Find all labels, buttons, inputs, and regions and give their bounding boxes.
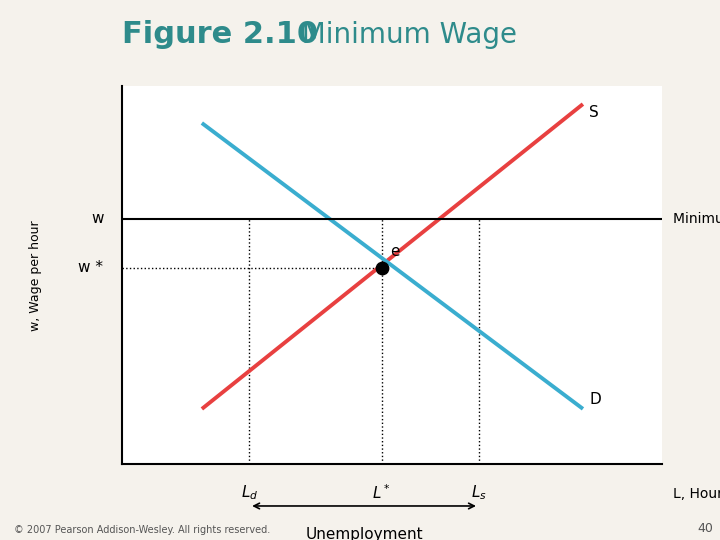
Text: $L_s$: $L_s$: [471, 483, 487, 502]
Point: [376, 264, 387, 272]
Text: S: S: [590, 105, 599, 120]
Text: e: e: [390, 245, 399, 260]
Text: $L^*$: $L^*$: [372, 483, 391, 502]
Text: Minimum Wage: Minimum Wage: [284, 21, 518, 49]
Text: w: w: [91, 211, 104, 226]
Text: D: D: [590, 392, 601, 407]
Text: Unemployment: Unemployment: [305, 527, 423, 540]
Text: L, Hours worked per year: L, Hours worked per year: [673, 487, 720, 501]
Text: $L_d$: $L_d$: [240, 483, 258, 502]
Text: w *: w *: [78, 260, 104, 275]
Text: © 2007 Pearson Addison-Wesley. All rights reserved.: © 2007 Pearson Addison-Wesley. All right…: [14, 524, 271, 535]
Text: Figure 2.10: Figure 2.10: [122, 19, 318, 49]
Text: 40: 40: [697, 522, 713, 535]
Text: Minimum wage, price floor: Minimum wage, price floor: [673, 212, 720, 226]
Text: w, Wage per hour: w, Wage per hour: [30, 220, 42, 330]
